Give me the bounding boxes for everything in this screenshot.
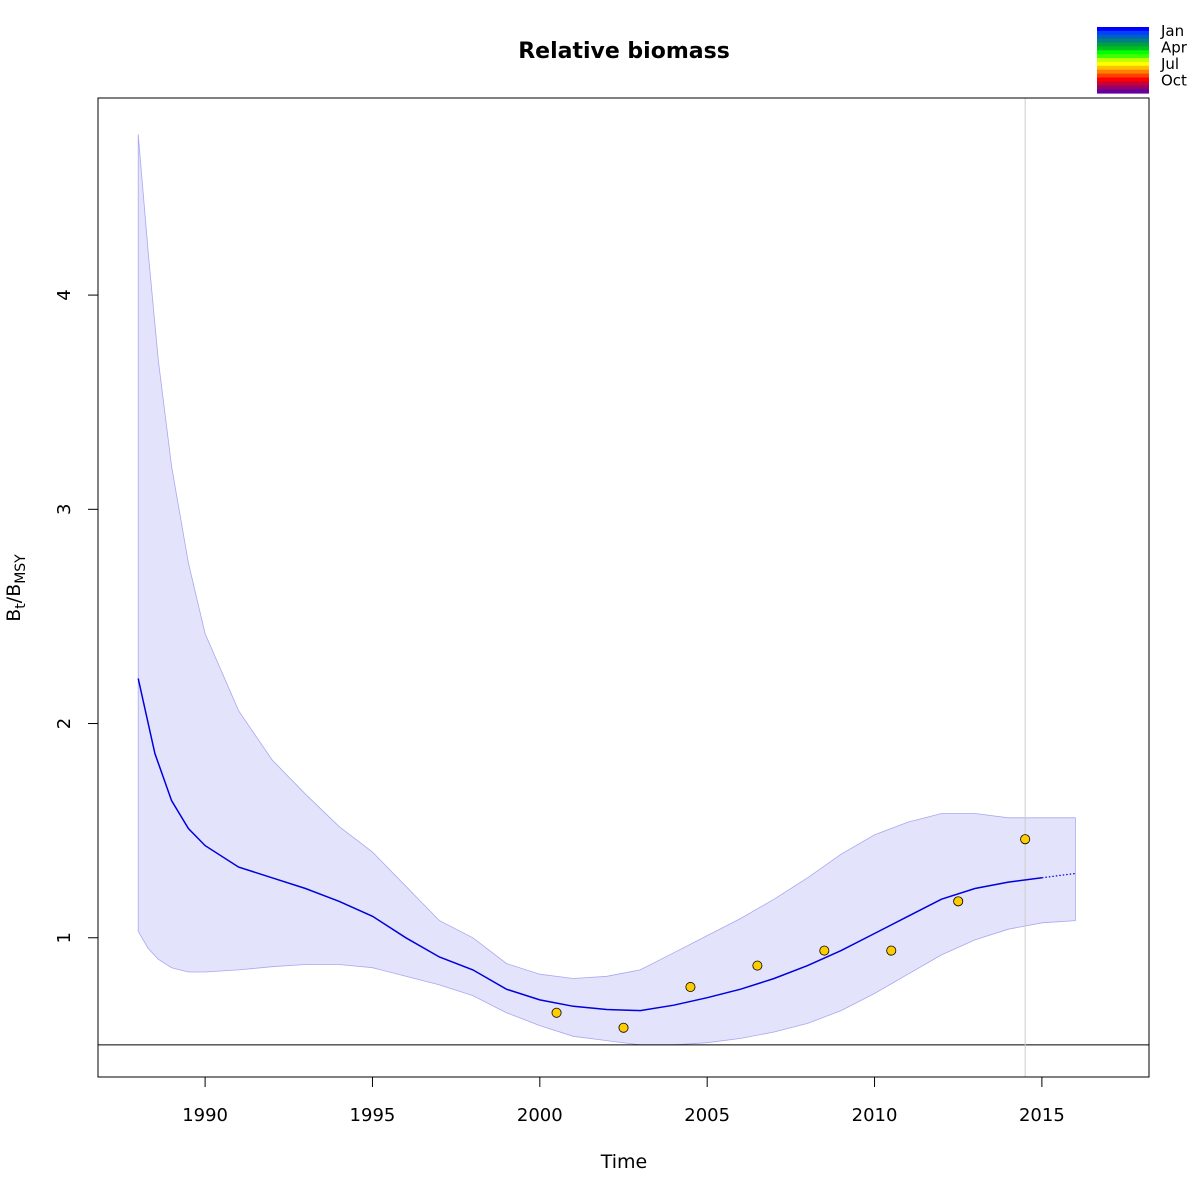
x-tick-label: 2005 (684, 1105, 730, 1126)
legend-label: Oct (1161, 72, 1187, 90)
x-tick-label: 2000 (517, 1105, 563, 1126)
legend-color-band (1097, 89, 1149, 94)
legend-label: Apr (1161, 39, 1188, 57)
x-tick-label: 1995 (350, 1105, 396, 1126)
legend-color-band (1097, 81, 1149, 86)
observation-point (551, 1007, 562, 1018)
legend-color-band (1097, 58, 1149, 63)
observation-point (953, 896, 964, 907)
observation-point (1020, 834, 1031, 845)
legend-label: Jan (1160, 22, 1184, 40)
legend-color-band (1097, 77, 1149, 82)
observation-point (752, 960, 763, 971)
observation-point (685, 982, 696, 993)
y-label-sub-t: t (13, 603, 29, 609)
legend-color-band (1097, 30, 1149, 36)
legend-color-band (1097, 54, 1149, 59)
y-tick-label: 4 (54, 289, 75, 300)
legend-label: Jul (1160, 55, 1179, 73)
legend-color-band (1097, 85, 1149, 90)
y-tick-label: 2 (54, 718, 75, 729)
y-label-sub-msy: MSY (13, 554, 29, 584)
legend-color-band (1097, 61, 1149, 67)
x-axis-label: Time (600, 1151, 648, 1173)
legend-color-band (1097, 38, 1149, 44)
y-label-base: B (3, 609, 25, 622)
x-tick-label: 1990 (182, 1105, 228, 1126)
y-axis-label: Bt/BMSY (3, 554, 29, 622)
observation-point (819, 945, 830, 956)
y-tick-label: 1 (54, 932, 75, 943)
legend-color-band (1097, 69, 1149, 75)
projection-line (1041, 872, 1076, 879)
legend-color-band (1097, 42, 1149, 48)
estimate-line (137, 678, 1042, 1012)
y-label-sep: /B (3, 584, 25, 603)
y-axis: 1 2 3 4 (54, 289, 98, 943)
confidence-band (137, 134, 1076, 1046)
legend-color-band (1097, 46, 1149, 51)
legend-color-band (1097, 73, 1149, 79)
plot-frame (97, 97, 1150, 1078)
observation-point (886, 945, 897, 956)
legend-color-band (1097, 65, 1149, 71)
y-tick-label: 3 (54, 504, 75, 515)
legend-color-band (1097, 27, 1149, 32)
x-tick-label: 2010 (852, 1105, 898, 1126)
legend-color-band (1097, 50, 1149, 55)
x-axis: 1990 1995 2000 2005 2010 2015 (182, 1077, 1065, 1126)
legend-color-band (1097, 34, 1149, 40)
chart-title: Relative biomass (518, 39, 730, 64)
plot-area (98, 98, 1149, 1077)
x-tick-label: 2015 (1019, 1105, 1065, 1126)
observation-point (618, 1022, 629, 1033)
